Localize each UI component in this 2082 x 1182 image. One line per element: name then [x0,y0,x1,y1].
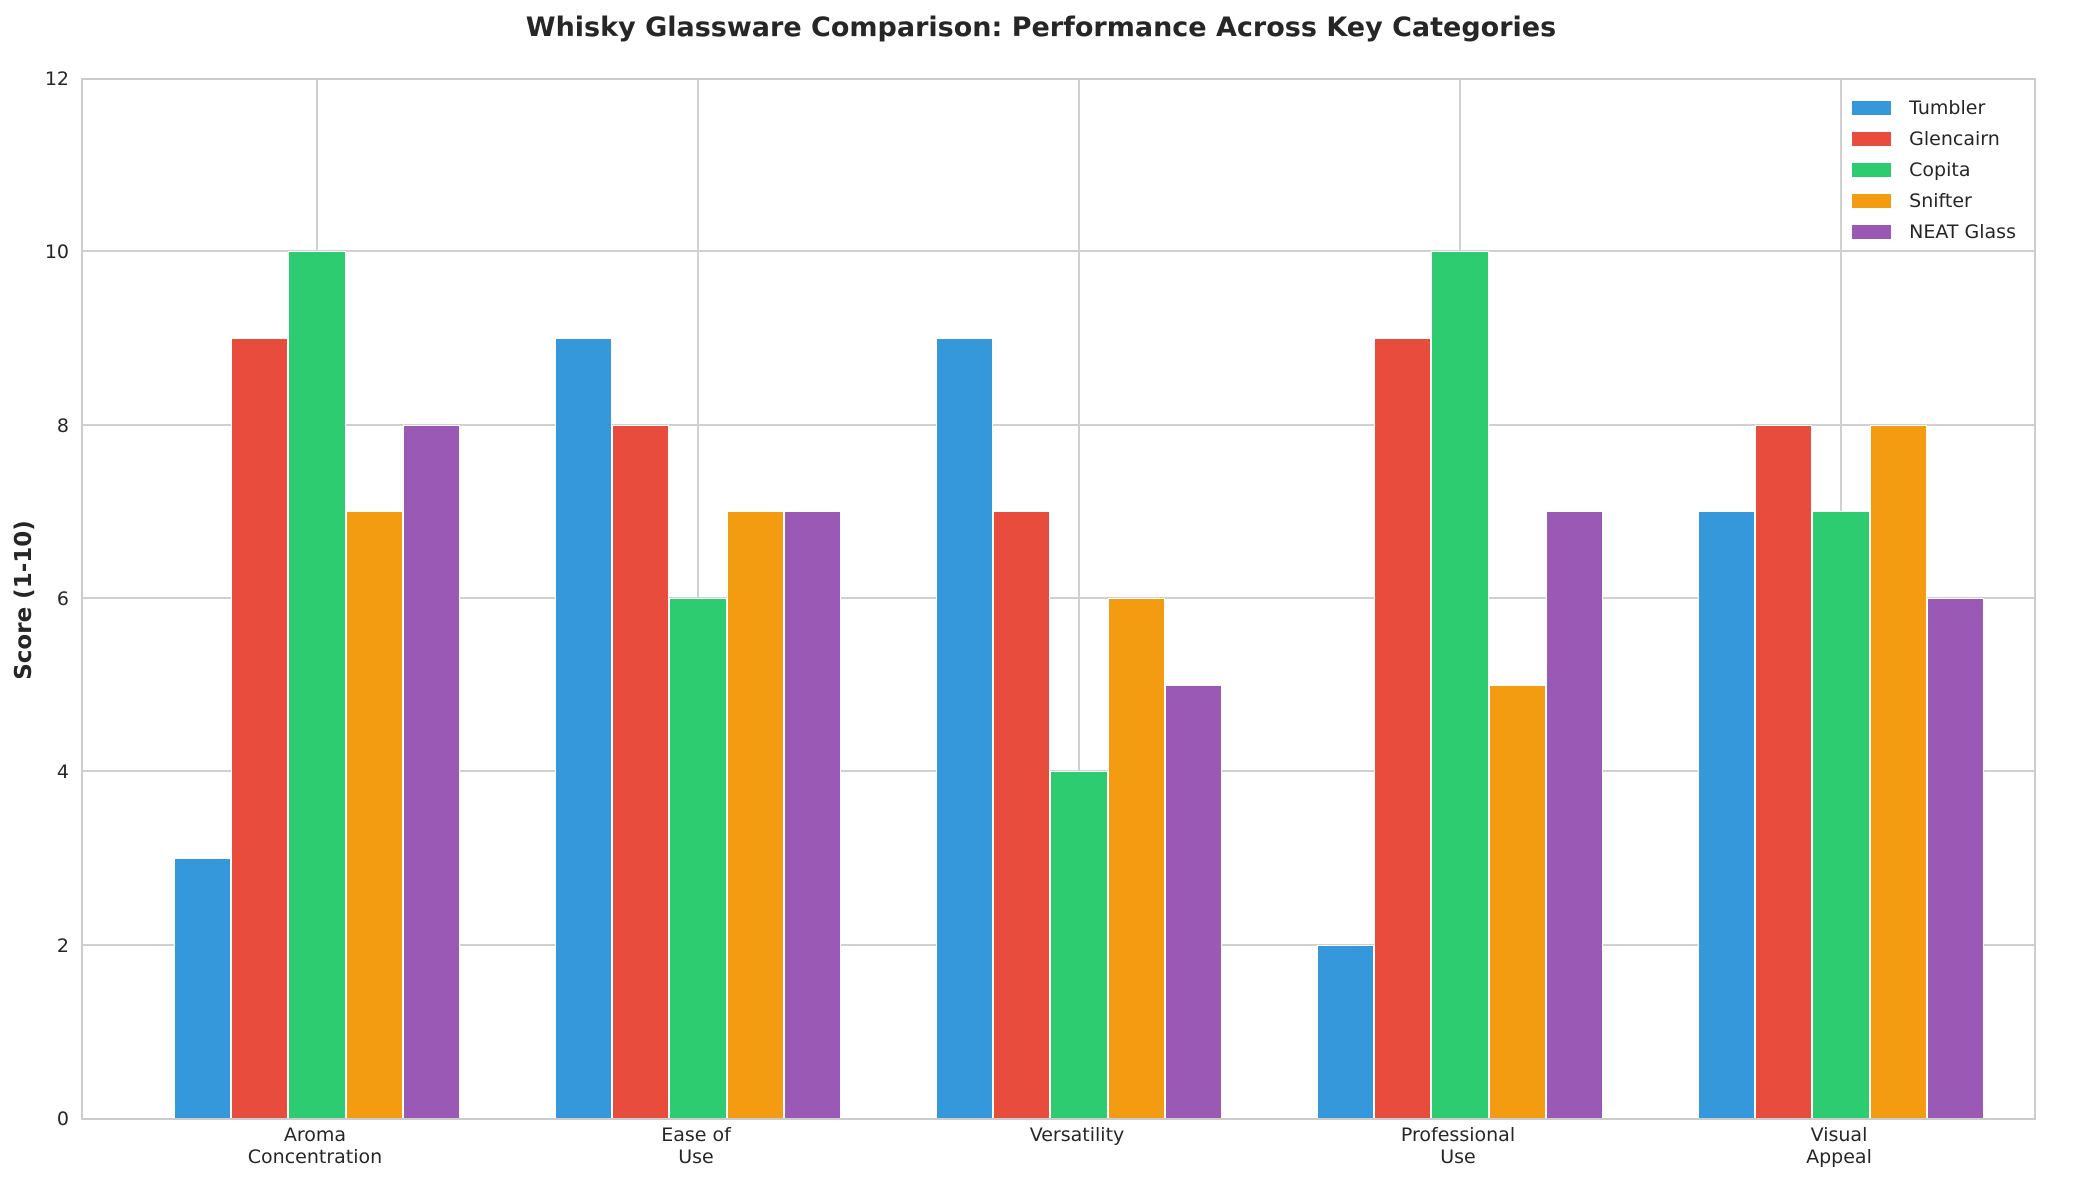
bar-glencairn [993,511,1051,1118]
y-tick-label: 4 [56,761,69,784]
bar-glencairn [1755,424,1813,1118]
legend-swatch-icon [1852,162,1892,177]
legend-item: Glencairn [1852,123,2016,154]
gridline-horizontal [83,423,2034,426]
bar-neat-glass [1545,511,1603,1118]
bar-copita [1431,251,1489,1118]
gridline-horizontal [83,250,2034,253]
legend-item: Tumbler [1852,92,2016,123]
legend-item: NEAT Glass [1852,216,2016,247]
legend-swatch-icon [1852,131,1892,146]
y-tick-label: 10 [44,241,69,264]
bar-neat-glass [1926,598,1984,1118]
legend: Tumbler Glencairn Copita Snifter NEAT Glass [1852,92,2016,247]
bar-copita [1812,511,1870,1118]
chart-title: Whisky Glassware Comparison: Performance… [525,12,1557,43]
y-tick-label: 8 [56,414,69,437]
legend-label: Snifter [1909,189,1972,212]
bar-snifter [1488,684,1546,1118]
y-tick-label: 0 [56,1108,69,1130]
legend-swatch-icon [1852,100,1892,115]
bar-copita [288,251,346,1118]
legend-item: Snifter [1852,185,2016,216]
bar-tumbler [936,338,994,1118]
legend-swatch-icon [1852,224,1892,239]
bar-snifter [726,511,784,1118]
bar-copita [669,598,727,1118]
y-tick-label: 6 [56,588,69,610]
bar-glencairn [612,424,670,1118]
x-tick-label: Versatility [1029,1124,1125,1146]
plot-area [81,78,2036,1120]
bar-snifter [345,511,403,1118]
x-tick-label: Aroma Concentration [247,1124,383,1168]
legend-label: Tumbler [1909,96,1986,119]
x-tick-label: Professional Use [1400,1124,1516,1168]
bar-neat-glass [783,511,841,1118]
bar-tumbler [1317,944,1375,1118]
x-tick-label: Visual Appeal [1806,1124,1872,1168]
gridline-horizontal [83,597,2034,599]
x-tick-label: Ease of Use [661,1124,731,1168]
bar-tumbler [555,338,613,1118]
bar-neat-glass [402,424,460,1118]
bar-snifter [1869,424,1927,1118]
bar-snifter [1107,598,1165,1118]
legend-label: NEAT Glass [1909,220,2016,243]
bar-tumbler [174,858,232,1118]
bar-copita [1050,771,1108,1118]
y-tick-label: 2 [56,934,69,957]
y-tick-label: 12 [44,68,69,90]
bar-neat-glass [1164,684,1222,1118]
bar-glencairn [1374,338,1432,1118]
legend-label: Glencairn [1909,127,2000,150]
bar-glencairn [231,338,289,1118]
legend-swatch-icon [1852,193,1892,208]
legend-item: Copita [1852,154,2016,185]
gridline-vertical [1078,80,1080,1118]
legend-label: Copita [1909,158,1971,181]
bar-tumbler [1698,511,1756,1118]
